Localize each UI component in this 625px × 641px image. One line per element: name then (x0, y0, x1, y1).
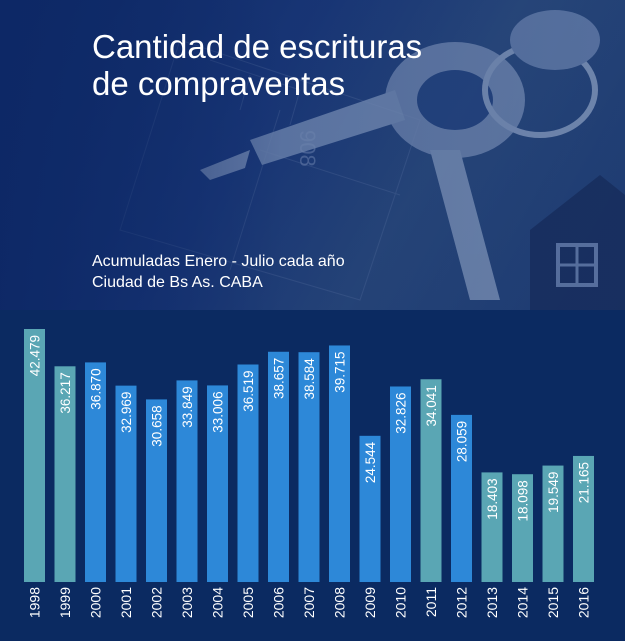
value-label-2004: 33.006 (211, 391, 226, 432)
chart-title-line-2: de compraventas (92, 65, 346, 102)
value-label-2015: 19.549 (546, 472, 561, 513)
value-label-2012: 28.059 (455, 421, 470, 462)
year-label-2008: 2008 (332, 587, 348, 618)
value-label-2005: 36.519 (241, 370, 256, 411)
bar-2005 (237, 364, 259, 582)
year-label-2003: 2003 (179, 587, 195, 618)
subtitle-period: Acumuladas Enero - Julio cada año (92, 253, 345, 270)
bar-2000 (85, 362, 106, 582)
value-label-2006: 38.657 (272, 358, 287, 399)
chart-area: 42.479 1998 36.217 1999 36.870 2000 32.969 2001… (0, 310, 625, 641)
bar-2010 (390, 386, 411, 582)
value-label-2010: 32.826 (394, 392, 409, 433)
year-label-2002: 2002 (149, 587, 165, 618)
value-label-2009: 24.544 (363, 441, 378, 483)
bar-2014 (512, 474, 533, 582)
year-label-2000: 2000 (88, 587, 104, 618)
bar-2001 (115, 385, 137, 582)
bar-2008 (329, 345, 350, 582)
value-label-1999: 36.217 (58, 372, 73, 413)
value-label-2013: 18.403 (485, 478, 500, 519)
bar-1999 (54, 366, 76, 582)
value-label-2016: 21.165 (577, 462, 592, 503)
value-label-2003: 33.849 (180, 386, 195, 427)
bar-2015 (542, 465, 564, 582)
bar-2011 (420, 379, 442, 582)
value-label-2007: 38.584 (302, 358, 317, 400)
year-label-1999: 1999 (57, 587, 73, 618)
bar-1998 (24, 329, 45, 582)
year-label-2009: 2009 (362, 587, 378, 618)
year-label-2010: 2010 (393, 587, 409, 618)
year-label-2004: 2004 (210, 587, 226, 618)
value-label-2008: 39.715 (333, 351, 348, 392)
bar-2009 (359, 435, 381, 582)
year-label-2001: 2001 (118, 587, 134, 618)
bar-2003 (176, 380, 198, 582)
value-label-2002: 30.658 (150, 405, 165, 446)
chart-subtitle: Acumuladas Enero - Julio cada año Ciudad… (92, 251, 345, 293)
bar-2007 (298, 352, 320, 582)
year-label-2014: 2014 (515, 587, 531, 618)
bar-2004 (207, 385, 228, 582)
year-label-1998: 1998 (27, 587, 43, 618)
chart-title: Cantidad de escrituras de compraventas (92, 28, 512, 102)
year-label-2011: 2011 (423, 587, 439, 617)
chart-title-line-1: Cantidad de escrituras (92, 28, 423, 65)
year-label-2005: 2005 (240, 587, 256, 618)
year-label-2012: 2012 (454, 587, 470, 618)
header-banner: 908 Cantidad de escrituras de compravent… (0, 0, 625, 310)
value-label-2011: 34.041 (424, 385, 439, 426)
subtitle-location: Ciudad de Bs As. CABA (92, 274, 263, 291)
year-label-2007: 2007 (301, 587, 317, 618)
bar-2012 (451, 414, 472, 582)
year-label-2015: 2015 (545, 587, 561, 618)
bar-2006 (268, 351, 289, 582)
year-label-2016: 2016 (576, 587, 592, 618)
house-keys-background-image: 908 (0, 0, 625, 310)
value-label-2001: 32.969 (119, 392, 134, 433)
value-label-1998: 42.479 (28, 335, 43, 376)
year-label-2006: 2006 (271, 587, 287, 618)
bar-2002 (146, 399, 167, 582)
value-label-2014: 18.098 (516, 480, 531, 521)
value-label-2000: 36.870 (89, 368, 104, 409)
bar-2013 (481, 472, 503, 582)
bar-2016 (573, 455, 594, 582)
bar-chart: 42.479 1998 36.217 1999 36.870 2000 32.969 2001… (24, 329, 594, 618)
year-label-2013: 2013 (484, 587, 500, 618)
